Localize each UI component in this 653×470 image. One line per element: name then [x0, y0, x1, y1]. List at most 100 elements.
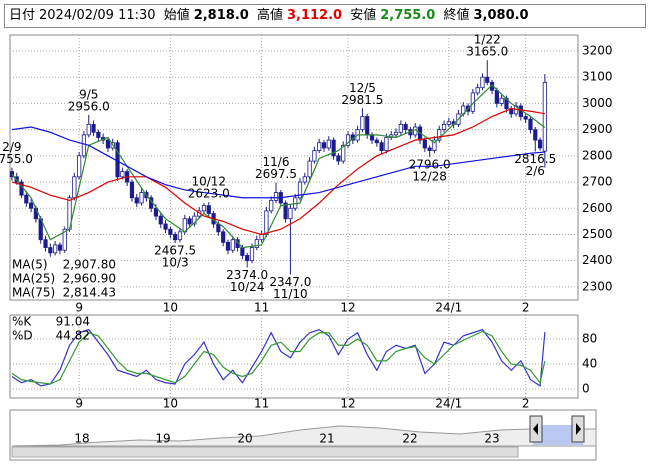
quote-header: 日付 2024/02/09 11:30 始値 2,818.0 高値 3,112.0 安… — [4, 4, 646, 28]
x-tick-label: 10 — [163, 397, 178, 411]
annotation-price: 2816.5 — [514, 152, 556, 166]
candle-body — [216, 223, 221, 233]
candle-body — [345, 134, 351, 146]
candle-body — [441, 123, 447, 131]
x-tick-label: 12 — [340, 301, 355, 315]
label: 日付 — [9, 8, 36, 23]
candle-body — [446, 121, 451, 125]
candle-body — [307, 160, 312, 178]
candle-body — [201, 205, 207, 212]
annotation-date: 12/28 — [412, 169, 447, 183]
y-tick-label: 0 — [582, 382, 590, 396]
low: 2,755.0 — [380, 8, 436, 23]
candle-body — [384, 137, 389, 151]
scrollbar[interactable] — [11, 446, 519, 458]
y-tick-label: 2600 — [582, 201, 613, 215]
candle-body — [432, 139, 437, 151]
candle-body — [187, 218, 192, 225]
ma-line — [11, 108, 545, 236]
candle-body — [163, 223, 168, 230]
annotation-price: 2623.0 — [188, 187, 230, 201]
navigator-label: 18 — [74, 432, 89, 446]
candle-body — [259, 234, 264, 241]
navigator-label: 23 — [484, 432, 499, 446]
annotation-price: 2956.0 — [68, 99, 110, 113]
x-tick-label: 12 — [340, 397, 355, 411]
legend-name: MA(5) — [12, 258, 48, 272]
annotation-date: 9/5 — [79, 87, 98, 101]
legend-value: 2,814.43 — [63, 286, 116, 300]
candle-body — [379, 142, 384, 151]
candle-body — [230, 239, 235, 251]
navigator-label: 20 — [237, 432, 252, 446]
x-tick-label: 9 — [75, 301, 83, 315]
annotation-price: 2796.0 — [409, 157, 451, 171]
legend-name: MA(75) — [12, 286, 55, 300]
x-tick-label: 10 — [163, 301, 178, 315]
candle-body — [249, 247, 255, 262]
candle-body — [158, 215, 163, 225]
candle-body — [341, 144, 346, 162]
candle-body — [403, 123, 408, 131]
annotation-date: 2/6 — [526, 164, 545, 178]
candle-body — [105, 139, 111, 149]
annotation-date: 2/9 — [2, 140, 21, 154]
candle-body — [177, 231, 183, 241]
annotation-date: 11/6 — [263, 155, 290, 169]
candle-body — [225, 241, 231, 251]
candle-body — [173, 234, 178, 241]
candle-body — [168, 228, 173, 235]
high: 3,112.0 — [286, 8, 343, 23]
x-tick-label: 9 — [75, 397, 83, 411]
candle-body — [245, 255, 250, 262]
candle-body — [269, 199, 274, 212]
annotation-price: 2981.5 — [341, 93, 383, 107]
annotation-date: 10/3 — [162, 255, 189, 269]
candle-body — [317, 142, 322, 151]
y-tick-label: 2500 — [582, 227, 613, 241]
legend-value: 2,907.80 — [63, 258, 116, 272]
label: 高値 — [256, 8, 283, 23]
candle-body — [96, 131, 101, 138]
arrow — [576, 423, 581, 435]
y-tick-label: 80 — [582, 332, 597, 346]
x-tick-label: 24/1 — [435, 397, 462, 411]
candle-body — [29, 202, 34, 209]
main-panel — [9, 34, 579, 301]
ma-line — [11, 84, 546, 249]
candle-body — [475, 87, 480, 94]
candle-body — [120, 171, 125, 178]
candle-body — [240, 247, 245, 256]
candle-body — [264, 210, 269, 235]
candle-body — [422, 139, 427, 149]
y-tick-label: 40 — [582, 357, 597, 371]
candle-body — [427, 147, 432, 151]
candle-body — [336, 155, 341, 162]
stoch-line — [11, 330, 546, 385]
navigator-window[interactable] — [533, 425, 583, 445]
candle-body — [499, 97, 504, 104]
candle-body — [139, 192, 144, 204]
candle-body — [321, 142, 327, 149]
annotation-price: 2347.0 — [269, 275, 311, 289]
candle-body — [53, 244, 58, 254]
legend-box — [11, 257, 119, 299]
x-tick-label: 11 — [254, 397, 269, 411]
legend-name: %D — [12, 329, 33, 343]
candle-body — [369, 134, 375, 141]
y-tick-label: 2700 — [582, 175, 613, 189]
candle-body — [331, 139, 336, 157]
candle-body — [62, 228, 67, 251]
annotation-price: 3165.0 — [466, 45, 508, 59]
stoch-panel — [9, 314, 579, 399]
candle-body — [129, 181, 135, 199]
y-tick-label: 2900 — [582, 122, 613, 136]
stoch-line — [11, 328, 546, 387]
y-tick-label: 3200 — [582, 43, 613, 57]
y-tick-label: 2400 — [582, 253, 613, 267]
x-tick-label: 24/1 — [435, 301, 462, 315]
candle-body — [77, 155, 82, 178]
candle-body — [437, 129, 442, 141]
